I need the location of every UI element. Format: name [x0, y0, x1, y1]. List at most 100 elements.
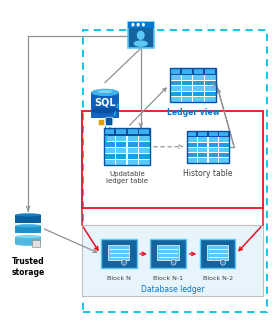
- FancyBboxPatch shape: [205, 92, 216, 96]
- FancyBboxPatch shape: [207, 245, 228, 260]
- FancyBboxPatch shape: [182, 75, 192, 80]
- Circle shape: [171, 259, 176, 265]
- Text: Trusted
storage: Trusted storage: [12, 257, 45, 276]
- FancyBboxPatch shape: [182, 81, 192, 85]
- FancyBboxPatch shape: [209, 137, 218, 142]
- FancyBboxPatch shape: [187, 142, 197, 147]
- FancyBboxPatch shape: [116, 142, 126, 147]
- Bar: [15, 226, 41, 233]
- FancyBboxPatch shape: [108, 245, 129, 260]
- Circle shape: [137, 31, 145, 40]
- Text: Block N-2: Block N-2: [203, 276, 233, 281]
- FancyBboxPatch shape: [198, 148, 208, 152]
- FancyBboxPatch shape: [104, 129, 114, 134]
- FancyBboxPatch shape: [139, 154, 150, 159]
- FancyBboxPatch shape: [205, 86, 216, 91]
- FancyBboxPatch shape: [104, 142, 115, 147]
- FancyBboxPatch shape: [128, 142, 138, 147]
- FancyBboxPatch shape: [169, 68, 216, 75]
- FancyBboxPatch shape: [187, 148, 197, 152]
- Text: Block N-1: Block N-1: [153, 276, 183, 281]
- FancyBboxPatch shape: [198, 158, 208, 163]
- FancyBboxPatch shape: [128, 22, 154, 48]
- FancyBboxPatch shape: [182, 69, 192, 74]
- Circle shape: [221, 259, 225, 265]
- FancyBboxPatch shape: [198, 137, 208, 142]
- FancyBboxPatch shape: [150, 239, 186, 269]
- Text: Ledger view: Ledger view: [167, 108, 219, 117]
- FancyBboxPatch shape: [193, 81, 204, 85]
- FancyBboxPatch shape: [104, 154, 115, 159]
- FancyBboxPatch shape: [104, 148, 115, 153]
- FancyBboxPatch shape: [116, 148, 126, 153]
- FancyBboxPatch shape: [198, 153, 208, 157]
- FancyBboxPatch shape: [187, 158, 197, 163]
- FancyBboxPatch shape: [219, 137, 229, 142]
- FancyBboxPatch shape: [182, 92, 192, 96]
- FancyBboxPatch shape: [200, 239, 235, 269]
- Ellipse shape: [15, 224, 41, 227]
- FancyBboxPatch shape: [128, 154, 138, 159]
- FancyBboxPatch shape: [182, 97, 192, 102]
- FancyBboxPatch shape: [193, 92, 204, 96]
- FancyBboxPatch shape: [170, 75, 181, 80]
- FancyBboxPatch shape: [219, 142, 229, 147]
- Ellipse shape: [91, 108, 119, 113]
- Ellipse shape: [15, 235, 41, 238]
- FancyBboxPatch shape: [82, 225, 263, 296]
- FancyBboxPatch shape: [128, 160, 138, 165]
- FancyBboxPatch shape: [101, 239, 137, 269]
- Ellipse shape: [91, 89, 119, 96]
- Text: Database ledger: Database ledger: [140, 286, 204, 294]
- FancyBboxPatch shape: [139, 136, 150, 141]
- Ellipse shape: [134, 40, 148, 47]
- FancyBboxPatch shape: [205, 75, 216, 80]
- FancyBboxPatch shape: [209, 158, 218, 163]
- FancyBboxPatch shape: [104, 136, 115, 141]
- Ellipse shape: [97, 90, 113, 93]
- Bar: [15, 215, 41, 223]
- FancyBboxPatch shape: [128, 129, 137, 134]
- FancyBboxPatch shape: [219, 148, 229, 152]
- FancyBboxPatch shape: [104, 128, 150, 136]
- Circle shape: [142, 23, 145, 26]
- FancyBboxPatch shape: [219, 153, 229, 157]
- FancyBboxPatch shape: [139, 129, 149, 134]
- Circle shape: [137, 23, 140, 26]
- FancyBboxPatch shape: [193, 75, 204, 80]
- FancyBboxPatch shape: [187, 130, 229, 137]
- FancyBboxPatch shape: [128, 148, 138, 153]
- FancyBboxPatch shape: [116, 160, 126, 165]
- FancyBboxPatch shape: [139, 142, 150, 147]
- FancyBboxPatch shape: [209, 142, 218, 147]
- FancyBboxPatch shape: [139, 160, 150, 165]
- FancyBboxPatch shape: [128, 136, 138, 141]
- FancyBboxPatch shape: [128, 22, 154, 27]
- FancyBboxPatch shape: [170, 97, 181, 102]
- FancyBboxPatch shape: [139, 148, 150, 153]
- FancyBboxPatch shape: [91, 92, 119, 118]
- FancyBboxPatch shape: [209, 131, 217, 136]
- FancyBboxPatch shape: [170, 81, 181, 85]
- FancyBboxPatch shape: [219, 131, 228, 136]
- FancyBboxPatch shape: [158, 245, 179, 260]
- Text: SQL: SQL: [94, 98, 116, 108]
- FancyBboxPatch shape: [106, 117, 113, 126]
- Bar: [15, 237, 41, 244]
- FancyBboxPatch shape: [205, 81, 216, 85]
- Circle shape: [131, 23, 134, 26]
- FancyBboxPatch shape: [209, 148, 218, 152]
- FancyBboxPatch shape: [170, 86, 181, 91]
- Text: History table: History table: [183, 169, 233, 178]
- Ellipse shape: [15, 243, 41, 246]
- FancyBboxPatch shape: [193, 97, 204, 102]
- FancyBboxPatch shape: [219, 158, 229, 163]
- Ellipse shape: [15, 213, 41, 216]
- FancyBboxPatch shape: [104, 160, 115, 165]
- Ellipse shape: [92, 89, 118, 96]
- FancyBboxPatch shape: [182, 86, 192, 91]
- FancyBboxPatch shape: [116, 154, 126, 159]
- Bar: [91, 96, 119, 115]
- FancyBboxPatch shape: [205, 97, 216, 102]
- FancyBboxPatch shape: [170, 69, 180, 74]
